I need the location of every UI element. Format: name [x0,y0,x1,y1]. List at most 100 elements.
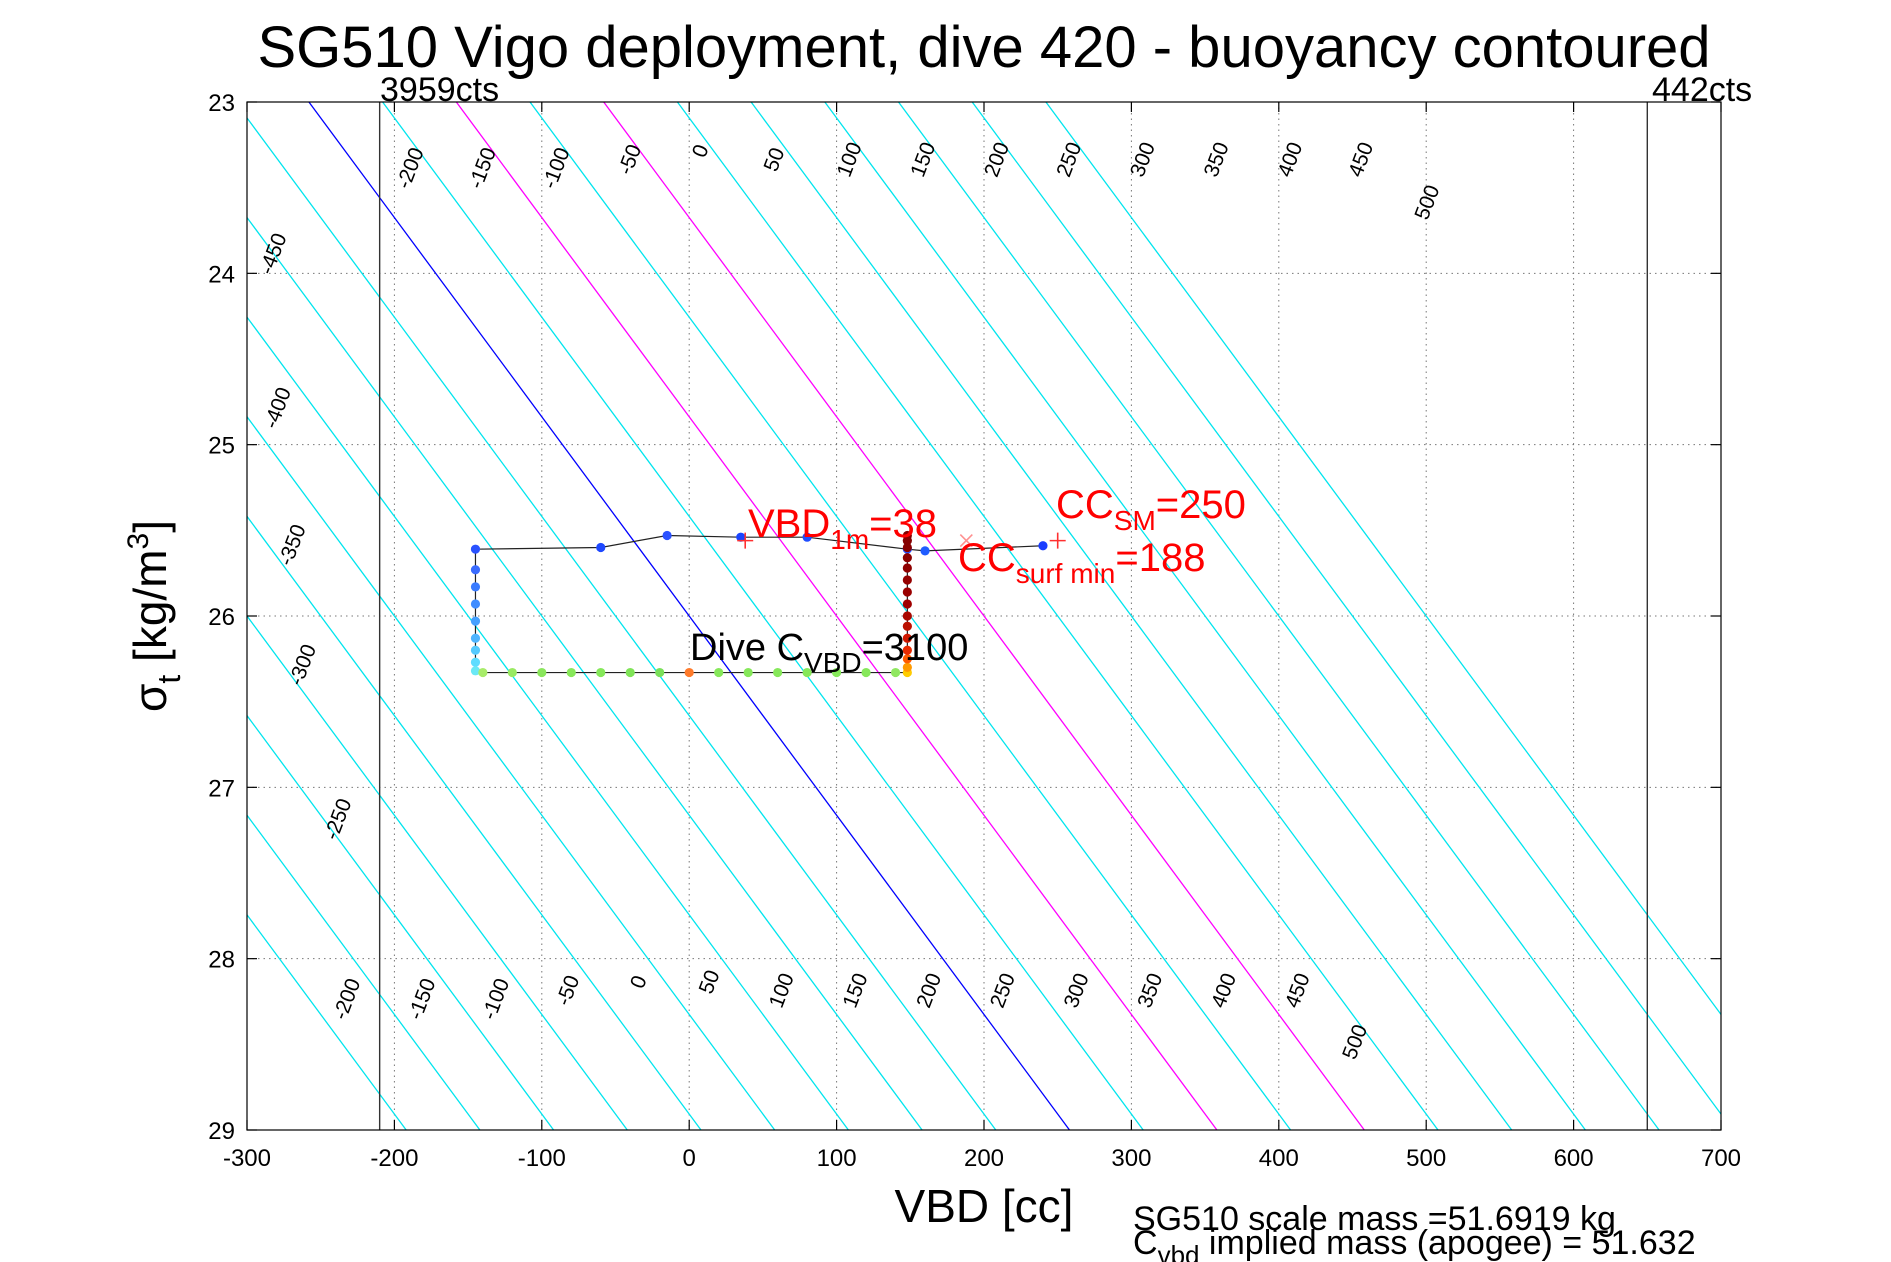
y-tick-label: 24 [208,261,235,288]
y-axis-label-units: [kg/m [124,549,176,674]
contour-line [247,515,702,1130]
dive-trace-point [625,667,635,678]
dive-trace-point [470,666,481,676]
implied-mass-text: implied mass (apogee) = 51.632 [1199,1224,1695,1262]
zero-buoyancy-contour [308,102,1071,1130]
contour-label: 400 [1273,139,1307,180]
cc-surf-min-sub: surf min [1016,558,1116,589]
contour-line [971,102,1721,1116]
cc-sm-base: CC [1056,483,1114,527]
scale-mass-note: SG510 scale mass =51.6919 kg [1133,1200,1616,1238]
dive-trace-point [470,645,481,655]
contour-label: -150 [464,144,501,191]
implied-mass-note: Cvbd implied mass (apogee) = 51.632 [1133,1224,1696,1262]
dive-trace-point [902,654,912,664]
dive-trace-point [684,667,694,678]
dive-trace-point [1038,541,1048,551]
dive-trace-point [890,667,901,678]
vbd-1m-sub: 1m [830,524,869,555]
x-axis-label: VBD [cc] [895,1180,1074,1232]
axis-ticks [246,101,1722,1131]
contour-label: -200 [329,975,366,1022]
y-tick-label: 29 [208,1118,235,1145]
y-axis-label-sigma: σ [124,684,176,712]
contour-line [247,814,481,1130]
contour-label: -50 [552,972,584,1009]
contour-label: 250 [986,970,1020,1011]
dive-trace-point [902,645,912,655]
dive-cvbd-value: =3100 [862,627,969,669]
contour-label: -100 [538,144,575,191]
x-tick-label: -300 [223,1145,271,1172]
y-axis-label-sup: 3 [122,533,155,550]
y-axis-label: σt [kg/m3] [122,520,187,712]
contour-label: 400 [1207,970,1241,1011]
dive-trace-point [832,667,842,678]
y-tick-label: 27 [208,775,235,802]
implied-mass-c: C [1133,1224,1158,1262]
contour-label: -300 [285,641,322,688]
contour-label: 50 [760,145,790,175]
contour-line [676,102,1439,1130]
x-tick-label: 400 [1259,1145,1299,1172]
chart-title: SG510 Vigo deployment, dive 420 - buoyan… [257,15,1710,80]
dive-trace-point [470,657,481,667]
buoyancy-marker [959,534,973,548]
contour-label: 300 [1060,970,1094,1011]
x-tick-label: -100 [518,1145,566,1172]
vbd-1m-value: =38 [869,502,937,546]
dive-trace-point [470,544,481,554]
contour-label: 150 [906,139,940,180]
dive-trace-point [902,621,912,631]
dive-trace-point [566,667,576,678]
dive-trace-point [470,633,481,643]
contour-label: 0 [626,972,652,991]
contour-line [247,714,555,1130]
dive-trace-point [470,582,481,592]
dive-trace-point [743,667,753,678]
dive-trace-point [902,633,912,643]
cc-sm-sub: SM [1114,505,1156,536]
dive-trace-point [714,667,724,678]
dive-trace-point [655,667,665,678]
vbd-limit-label-right: 442cts [1652,71,1752,109]
contour-label: -350 [274,521,311,568]
dive-trace-point [902,662,912,673]
vbd-limit-lines [378,102,1649,1130]
x-tick-label: -200 [370,1145,418,1172]
x-tick-label: 100 [817,1145,857,1172]
dive-trace-point [507,667,517,678]
contour-line [1045,102,1721,1016]
dive-trace-line [474,534,1043,674]
contour-label: 500 [1410,182,1444,223]
dive-trace-point [902,575,912,585]
x-tick-label: 300 [1111,1145,1151,1172]
x-tick-label: 200 [964,1145,1004,1172]
contour-label: 450 [1281,970,1315,1011]
contour-label: 50 [695,967,725,997]
contour-label: -150 [404,975,441,1022]
dive-trace-point [478,667,488,678]
cc-surf-min-base: CC [958,536,1016,580]
y-tick-label: 28 [208,947,235,974]
dive-trace-point [920,546,930,556]
dive-trace-point [470,565,481,575]
contour-line [247,216,923,1130]
dive-trace-point [902,542,912,553]
dive-trace-point [902,599,912,609]
vbd-1m-annotation: VBD1m=38 [748,502,937,555]
dive-trace-point [802,667,812,678]
dive-trace-point [902,587,912,597]
contour-label: 500 [1338,1022,1372,1063]
contour-line [247,913,407,1130]
dive-trace [470,530,1048,678]
contour-label: -400 [260,384,297,431]
dive-trace-point [736,532,746,542]
y-tick-label: 23 [208,90,235,117]
contour-line [897,102,1660,1130]
y-tick-label: 25 [208,433,235,460]
y-axis-label-close: ] [124,520,176,533]
marker-stroke [959,534,973,548]
x-tick-label: 600 [1554,1145,1594,1172]
buoyancy-markers [737,532,1066,549]
